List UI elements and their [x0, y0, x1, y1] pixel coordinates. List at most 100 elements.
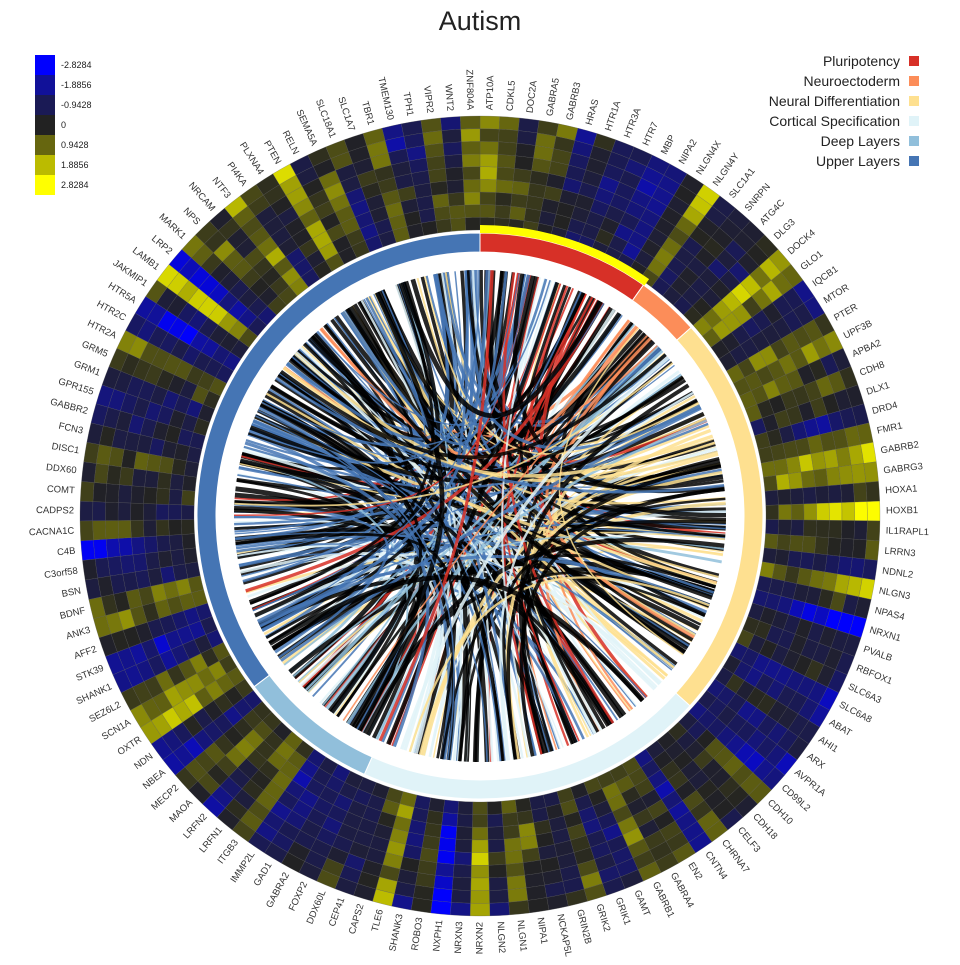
gene-label-pten: PTEN — [261, 139, 283, 167]
heatmap-cell-c3orf58-1 — [183, 547, 198, 564]
gene-label-ank3: ANK3 — [65, 625, 92, 643]
chord-link — [394, 284, 463, 761]
gene-label-tmem130: TMEM130 — [375, 76, 395, 121]
heatmap-cell-c4b-8 — [93, 539, 108, 560]
heatmap-cell-ddx60-1 — [182, 475, 197, 492]
heatmap-cell-cadps2-6 — [117, 502, 132, 521]
heatmap-cell-cdkl5-7 — [497, 141, 518, 156]
heatmap-cell-ndnl2-1 — [762, 547, 777, 564]
heatmap-cell-hoxa1-3 — [790, 487, 804, 505]
heatmap-cell-nxph1-4 — [438, 837, 457, 852]
heatmap-cell-vipr2-7 — [424, 143, 445, 159]
heatmap-cell-ddx60-4 — [144, 470, 160, 489]
chord-link — [244, 441, 430, 748]
gene-label-lrp2: LRP2 — [149, 233, 174, 257]
gene-label-gabrb1: GABRB1 — [650, 880, 677, 920]
heatmap-cell-znf804a-5 — [462, 166, 481, 180]
chord-link — [268, 292, 586, 644]
heatmap-cell-wnt2-7 — [442, 141, 463, 156]
heatmap-cell-gabrg3-6 — [825, 466, 841, 486]
heatmap-cell-nlgn1-5 — [504, 849, 524, 865]
gene-label-gabrg3: GABRG3 — [883, 461, 924, 476]
gene-label-pvalb: PVALB — [862, 644, 894, 664]
chord-link — [257, 409, 506, 761]
heatmap-cell-comt-2 — [168, 488, 183, 506]
heatmap-cell-vipr2-6 — [426, 155, 446, 171]
gene-label-grik1: GRIK1 — [613, 896, 633, 927]
heatmap-cell-il1rapl1-8 — [853, 520, 868, 541]
gene-label-aff2: AFF2 — [73, 644, 99, 662]
heatmap-cell-cacna1c-8 — [92, 520, 107, 541]
chord-link — [298, 413, 705, 684]
gene-label-lrfn2: LRFN2 — [181, 812, 209, 842]
gene-label-lrfn1: LRFN1 — [197, 825, 225, 855]
heatmap-cell-doc2a-6 — [514, 155, 534, 171]
gene-label-abat: ABAT — [827, 717, 854, 739]
legend-swatch-neural-differentiation — [909, 96, 919, 106]
stage-ring — [196, 225, 764, 800]
heatmap-cell-nlgn1-7 — [506, 875, 527, 890]
gene-label-mtor: MTOR — [822, 282, 852, 306]
heatmap-cell-c3orf58-6 — [120, 554, 136, 575]
gene-label-oxtr: OXTR — [116, 734, 144, 758]
gene-label-gabbr2: GABBR2 — [49, 397, 89, 418]
chord-link — [237, 474, 676, 668]
heatmap-cell-vipr2-2 — [433, 206, 451, 221]
gene-label-en2: EN2 — [685, 861, 704, 883]
gene-label-pi4ka: PI4KA — [225, 160, 250, 189]
gene-label-tph1: TPH1 — [400, 91, 415, 117]
heatmap-cell-cadps2-7 — [105, 501, 119, 521]
heatmap-cell-ndnl2-9 — [862, 558, 878, 581]
heatmap-cell-ddx60-9 — [81, 461, 97, 483]
heatmap-cell-ddx60-5 — [131, 468, 147, 488]
color-scale-swatch-6 — [35, 155, 55, 175]
heatmap-cell-atp10a-6 — [479, 153, 499, 168]
gene-label-vipr2: VIPR2 — [421, 85, 435, 114]
heatmap-cell-hoxa1-4 — [802, 486, 817, 505]
gene-label-scn1a: SCN1A — [100, 717, 133, 743]
heatmap-cell-cacna1c-6 — [117, 520, 132, 539]
legend-swatch-deep-layers — [909, 136, 919, 146]
heatmap-cell-nlgn2-8 — [489, 889, 509, 904]
heatmap-cell-znf804a-4 — [463, 179, 481, 193]
heatmap-cell-cacna1c-2 — [168, 519, 183, 536]
heatmap-cell-hoxb1-2 — [778, 504, 792, 520]
heatmap-cell-doc2a-5 — [513, 168, 532, 184]
heatmap-cell-hoxb1-9 — [866, 501, 881, 522]
gene-label-znf804a: ZNF804A — [463, 69, 475, 111]
heatmap-cell-il1rapl1-1 — [765, 519, 779, 535]
chord-links — [233, 269, 727, 763]
gene-label-nlgn3: NLGN3 — [878, 585, 911, 602]
heatmap-cell-znf804a-9 — [460, 115, 481, 130]
gene-label-upf3b: UPF3B — [842, 318, 874, 341]
gene-label-fcn3: FCN3 — [58, 421, 85, 437]
color-scale-swatch-1 — [35, 55, 55, 75]
gene-label-wnt2: WNT2 — [442, 84, 455, 112]
heatmap-cell-robo3-9 — [410, 897, 433, 914]
heatmap-cell-znf804a-6 — [461, 153, 481, 168]
heatmap-cell-nlgn1-3 — [502, 824, 521, 840]
color-scale-label: 0 — [61, 120, 66, 130]
heatmap-cell-cadps2-9 — [79, 501, 94, 522]
gene-label-nlgn2: NLGN2 — [495, 921, 508, 953]
gene-label-tbr1: TBR1 — [359, 100, 376, 126]
heatmap-cell-atp10a-7 — [479, 141, 499, 155]
heatmap-cell-hoxb1-3 — [790, 503, 805, 521]
color-scale-label: -2.8284 — [61, 60, 92, 70]
gene-label-slc1a7: SLC1A7 — [335, 96, 357, 133]
gene-label-grik2: GRIK2 — [593, 903, 612, 933]
gene-label-disc1: DISC1 — [51, 441, 80, 456]
gene-label-slc6a3: SLC6A3 — [846, 681, 883, 706]
heatmap-cell-robo3-2 — [426, 810, 444, 826]
heatmap-cell-gabrg3-9 — [863, 461, 879, 483]
heatmap-cell-wnt2-6 — [444, 154, 463, 169]
gene-label-apba2: APBA2 — [850, 338, 882, 360]
heatmap-cell-vipr2-5 — [428, 168, 447, 184]
heatmap-cell-hoxa1-1 — [764, 490, 779, 506]
heatmap-cell-cadps2-4 — [143, 503, 157, 521]
heatmap-cell-hoxb1-7 — [841, 501, 855, 521]
heatmap-cell-nrxn2-7 — [470, 877, 490, 891]
heatmap-cell-c3orf58-4 — [145, 551, 161, 571]
gene-label-sez6l2: SEZ6L2 — [87, 699, 123, 725]
